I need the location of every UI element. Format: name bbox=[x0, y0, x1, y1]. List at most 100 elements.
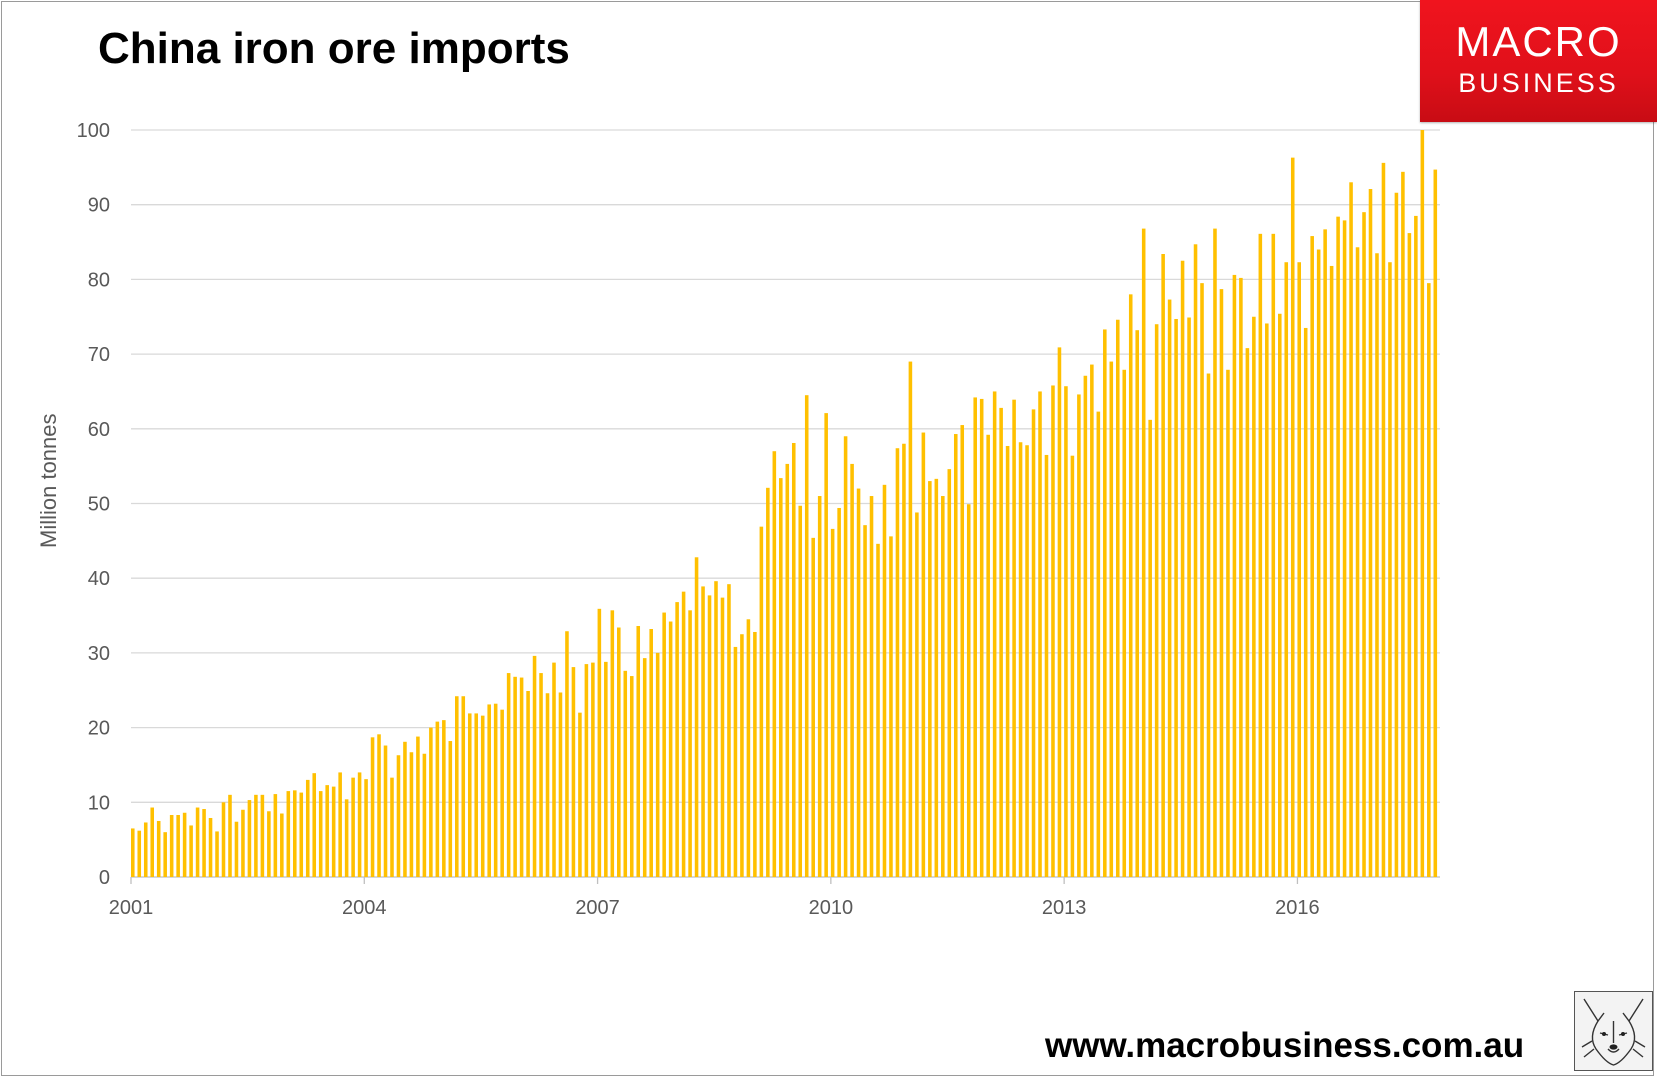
bar bbox=[169, 814, 174, 877]
bar bbox=[1368, 189, 1373, 877]
bar bbox=[1252, 316, 1256, 877]
bar bbox=[999, 407, 1003, 877]
bar bbox=[137, 830, 142, 877]
bar bbox=[876, 543, 880, 877]
bar bbox=[571, 667, 576, 877]
bar bbox=[1057, 347, 1062, 877]
bar bbox=[1103, 329, 1107, 878]
bar bbox=[228, 794, 232, 877]
bar bbox=[882, 484, 887, 877]
bar bbox=[1135, 330, 1139, 877]
bar bbox=[150, 807, 155, 877]
bar bbox=[532, 655, 537, 877]
bar bbox=[1090, 364, 1094, 878]
bar bbox=[746, 619, 751, 877]
bar bbox=[241, 809, 245, 877]
bar bbox=[649, 628, 653, 877]
bar bbox=[1219, 289, 1224, 878]
bar bbox=[215, 831, 219, 877]
y-tick-label: 10 bbox=[88, 792, 110, 814]
bar bbox=[1342, 220, 1347, 878]
bar bbox=[1245, 348, 1250, 877]
bar bbox=[1226, 369, 1230, 877]
bar bbox=[163, 832, 167, 877]
bar bbox=[979, 398, 984, 877]
bar bbox=[182, 812, 187, 877]
bar bbox=[280, 813, 284, 877]
bar bbox=[1239, 277, 1243, 877]
bar bbox=[202, 809, 206, 877]
x-tick-label: 2007 bbox=[575, 897, 620, 919]
bar bbox=[1128, 294, 1133, 878]
bar bbox=[1206, 373, 1211, 877]
bar bbox=[1154, 324, 1159, 878]
bar bbox=[772, 451, 777, 877]
bar bbox=[1096, 411, 1101, 877]
bar bbox=[843, 436, 848, 877]
bar bbox=[442, 720, 446, 877]
bar bbox=[539, 673, 543, 877]
bar bbox=[565, 631, 569, 877]
bar bbox=[558, 692, 563, 877]
brand-logo[interactable]: MACRO BUSINESS bbox=[1420, 0, 1657, 122]
bar bbox=[1187, 317, 1191, 877]
bar bbox=[1316, 249, 1321, 877]
bar bbox=[1115, 319, 1120, 877]
x-tick-label: 2001 bbox=[109, 897, 154, 919]
bar bbox=[370, 737, 375, 877]
website-url[interactable]: www.macrobusiness.com.au bbox=[1045, 1026, 1525, 1065]
bar bbox=[960, 425, 965, 877]
y-tick-label: 90 bbox=[88, 195, 110, 217]
bar bbox=[1051, 385, 1055, 877]
bar bbox=[642, 658, 647, 877]
bar bbox=[422, 753, 427, 877]
y-tick-label: 100 bbox=[77, 120, 110, 142]
bar bbox=[1427, 283, 1431, 877]
bar bbox=[1310, 236, 1314, 878]
bar bbox=[467, 713, 472, 877]
bar bbox=[1070, 455, 1075, 877]
bar bbox=[429, 727, 433, 877]
bar bbox=[254, 794, 258, 877]
bar bbox=[526, 690, 530, 877]
bar bbox=[1174, 318, 1178, 878]
bar bbox=[694, 557, 699, 877]
bar bbox=[299, 792, 304, 877]
bar bbox=[1109, 361, 1114, 877]
bar bbox=[1044, 454, 1049, 877]
bar bbox=[221, 802, 226, 877]
bar bbox=[655, 652, 660, 877]
bar bbox=[714, 581, 718, 877]
bar bbox=[1401, 171, 1405, 877]
bar bbox=[837, 507, 841, 877]
bar bbox=[493, 703, 498, 877]
bar bbox=[1297, 262, 1301, 877]
bar bbox=[1388, 262, 1392, 877]
bar bbox=[863, 525, 867, 877]
bar bbox=[889, 536, 893, 877]
bar bbox=[552, 662, 556, 877]
chart-title: China iron ore imports bbox=[98, 24, 570, 73]
bar bbox=[1141, 228, 1146, 877]
bar bbox=[189, 825, 193, 877]
bar bbox=[1407, 233, 1412, 877]
bar bbox=[766, 487, 770, 877]
bar bbox=[902, 443, 906, 877]
x-tick-label: 2010 bbox=[809, 897, 854, 919]
bar bbox=[1420, 130, 1425, 877]
bar bbox=[273, 794, 278, 877]
bar bbox=[131, 828, 135, 877]
bar bbox=[830, 528, 835, 877]
bar bbox=[1064, 386, 1068, 877]
bar bbox=[681, 591, 686, 877]
bar bbox=[1355, 247, 1360, 878]
x-tick-label: 2013 bbox=[1042, 897, 1087, 919]
bar bbox=[1265, 323, 1269, 877]
bar bbox=[1290, 157, 1295, 877]
bar bbox=[1148, 419, 1152, 877]
bar bbox=[156, 820, 161, 877]
bar bbox=[668, 621, 673, 877]
bar bbox=[597, 608, 602, 877]
bar bbox=[610, 610, 615, 877]
